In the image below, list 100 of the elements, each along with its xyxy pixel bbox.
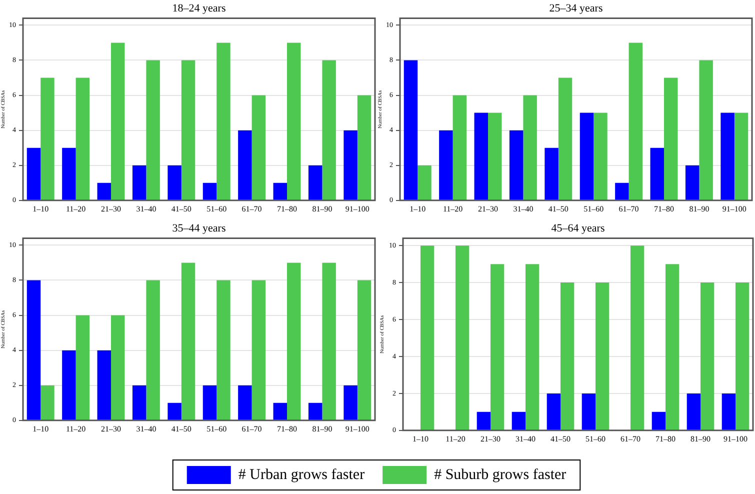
bar	[736, 282, 750, 430]
x-tick-label: 61–70	[242, 204, 262, 214]
bar	[273, 182, 287, 200]
x-tick-label: 51–60	[206, 204, 227, 214]
x-tick-label: 11–20	[66, 204, 86, 214]
x-tick-label: 91–100	[724, 434, 748, 444]
bar	[418, 165, 432, 200]
bar	[132, 165, 146, 200]
bar	[666, 264, 680, 430]
bar	[344, 385, 358, 420]
bar	[202, 385, 217, 420]
bar	[40, 385, 54, 420]
x-tick-label: 1–10	[32, 424, 49, 434]
bar	[26, 148, 41, 200]
bar	[344, 130, 358, 200]
bar	[216, 42, 230, 200]
bar	[546, 393, 560, 430]
bar	[181, 262, 196, 420]
x-tick-label: 81–90	[690, 434, 710, 444]
bar	[650, 148, 664, 200]
x-tick-label: 61–70	[620, 434, 640, 444]
bar	[308, 165, 322, 200]
x-tick-label: 31–40	[513, 204, 534, 214]
x-tick-label: 61–70	[242, 424, 262, 434]
x-tick-label: 71–80	[277, 424, 297, 434]
x-tick-label: 31–40	[136, 204, 156, 214]
bar	[630, 246, 644, 430]
bar	[252, 280, 266, 420]
bar	[452, 95, 467, 200]
bar	[76, 315, 90, 420]
x-tick-label: 11–20	[442, 204, 463, 214]
x-tick-label: 51–60	[206, 424, 227, 434]
bar	[238, 385, 252, 420]
bar	[62, 148, 76, 200]
bar	[168, 402, 182, 420]
bar	[700, 282, 714, 430]
bar	[62, 350, 76, 420]
bar	[287, 262, 301, 420]
bar	[420, 246, 434, 430]
bar	[476, 412, 490, 430]
bar	[686, 393, 700, 430]
bar	[523, 95, 537, 200]
chart-title: 25–34 years	[549, 2, 603, 14]
legend-label: # Suburb grows faster	[434, 466, 566, 483]
bar	[628, 42, 643, 200]
bar	[722, 393, 736, 430]
bar	[26, 280, 41, 420]
x-tick-label: 21–30	[101, 424, 121, 434]
x-tick-label: 1–10	[410, 204, 426, 214]
chart-title: 35–44 years	[172, 222, 226, 234]
bar	[512, 412, 526, 430]
x-tick-label: 1–10	[412, 434, 428, 444]
x-tick-label: 51–60	[586, 434, 606, 444]
x-tick-label: 11–20	[446, 434, 466, 444]
x-tick-label: 41–50	[548, 204, 568, 214]
bar	[202, 182, 217, 200]
bar	[322, 262, 336, 420]
x-tick-label: 61–70	[618, 204, 639, 214]
x-tick-label: 21–30	[480, 434, 500, 444]
x-tick-label: 71–80	[656, 434, 676, 444]
bar	[111, 315, 125, 420]
bar	[544, 148, 558, 200]
x-tick-label: 81–90	[689, 204, 710, 214]
bar	[526, 264, 540, 430]
x-tick-label: 21–30	[101, 204, 121, 214]
x-tick-label: 71–80	[654, 204, 674, 214]
bar	[558, 78, 572, 200]
bar	[97, 182, 111, 200]
bar	[181, 60, 196, 200]
bar	[146, 280, 160, 420]
bar	[404, 60, 418, 200]
x-tick-label: 91–100	[722, 204, 746, 214]
chart-title: 45–64 years	[551, 222, 605, 234]
bar	[40, 78, 54, 200]
chart-title: 18–24 years	[172, 2, 226, 14]
bar	[322, 60, 336, 200]
legend-label: # Urban grows faster	[238, 466, 365, 483]
bar	[596, 282, 610, 430]
bar	[97, 350, 111, 420]
x-tick-label: 91–100	[345, 204, 370, 214]
bar	[720, 112, 734, 200]
bar	[357, 280, 372, 420]
bar	[699, 60, 713, 200]
bar	[582, 393, 596, 430]
bar	[76, 78, 90, 200]
bar	[456, 246, 470, 430]
x-tick-label: 31–40	[516, 434, 536, 444]
x-tick-label: 21–30	[478, 204, 498, 214]
bar	[490, 264, 504, 430]
bar	[560, 282, 574, 430]
x-tick-label: 91–100	[345, 424, 370, 434]
bar	[652, 412, 666, 430]
bar	[216, 280, 230, 420]
bar	[488, 112, 502, 200]
bar	[287, 42, 301, 200]
bar	[439, 130, 453, 200]
bar	[664, 78, 678, 200]
bar	[146, 60, 160, 200]
x-tick-label: 81–90	[312, 204, 332, 214]
bar	[132, 385, 146, 420]
